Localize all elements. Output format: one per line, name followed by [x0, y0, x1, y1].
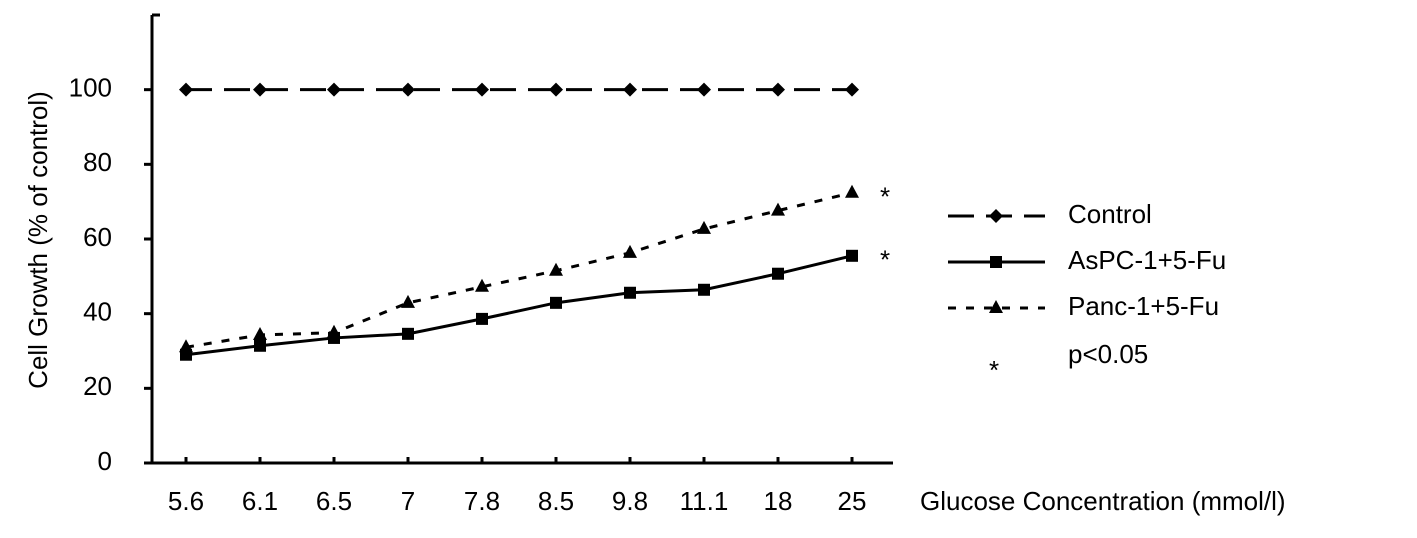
- y-tick-label: 100: [69, 73, 112, 103]
- square-marker: [402, 327, 414, 340]
- series-line: [185, 254, 853, 357]
- x-tick-label: 6.1: [242, 486, 278, 516]
- triangle-marker: [253, 326, 267, 340]
- x-tick-label: 7.8: [464, 486, 500, 516]
- legend-label: p<0.05: [1068, 339, 1148, 369]
- x-tick-label: 11.1: [680, 486, 729, 516]
- legend-label: Control: [1068, 199, 1152, 229]
- triangle-marker: [989, 300, 1003, 313]
- y-tick-label: 0: [98, 446, 112, 476]
- y-tick-label: 80: [83, 147, 112, 177]
- x-tick-label: 5.6: [168, 486, 204, 516]
- diamond-marker: [989, 209, 1003, 223]
- x-tick-label: 6.5: [316, 486, 352, 516]
- triangle-marker: [549, 262, 563, 276]
- annotation: *: [880, 245, 890, 275]
- legend: Control AsPC-1+5-Fu Panc-1+5-Fu * p<0.05: [948, 199, 1226, 385]
- triangle-marker: [327, 324, 341, 338]
- y-tick-label: 40: [83, 297, 112, 327]
- square-marker: [550, 296, 562, 309]
- x-tick-label: 8.5: [538, 486, 574, 516]
- diamond-marker: [475, 82, 489, 97]
- triangle-marker: [623, 244, 637, 258]
- diamond-marker: [623, 82, 637, 97]
- y-tick-label: 20: [83, 371, 112, 401]
- annotation: *: [880, 182, 890, 212]
- x-axis-label: Glucose Concentration (mmol/l): [920, 486, 1286, 516]
- diamond-marker: [697, 82, 711, 97]
- triangle-marker: [697, 220, 711, 234]
- diamond-marker: [771, 82, 785, 97]
- triangle-marker: [179, 339, 193, 353]
- square-marker: [846, 249, 858, 262]
- diamond-marker: [179, 82, 193, 97]
- diamond-marker: [327, 82, 341, 97]
- legend-label: AsPC-1+5-Fu: [1068, 245, 1226, 275]
- square-marker: [624, 286, 636, 299]
- triangle-marker: [771, 202, 785, 216]
- square-marker: [698, 283, 710, 296]
- legend-marker: *: [989, 355, 999, 385]
- series-line: [185, 191, 853, 349]
- y-axis-label: Cell Growth (% of control): [23, 91, 53, 389]
- x-tick-label: 7: [401, 486, 415, 516]
- square-marker: [990, 256, 1002, 268]
- x-tick-label: 9.8: [612, 486, 648, 516]
- triangle-marker: [845, 184, 859, 198]
- square-marker: [254, 339, 266, 352]
- x-tick-label: 25: [838, 486, 867, 516]
- legend-label: Panc-1+5-Fu: [1068, 291, 1219, 321]
- triangle-marker: [401, 294, 415, 308]
- square-marker: [476, 312, 488, 325]
- diamond-marker: [549, 82, 563, 97]
- x-tick-label: 18: [764, 486, 793, 516]
- square-marker: [772, 267, 784, 280]
- diamond-marker: [253, 82, 267, 97]
- y-tick-label: 60: [83, 222, 112, 252]
- triangle-marker: [475, 278, 489, 292]
- diamond-marker: [845, 82, 859, 97]
- diamond-marker: [401, 82, 415, 97]
